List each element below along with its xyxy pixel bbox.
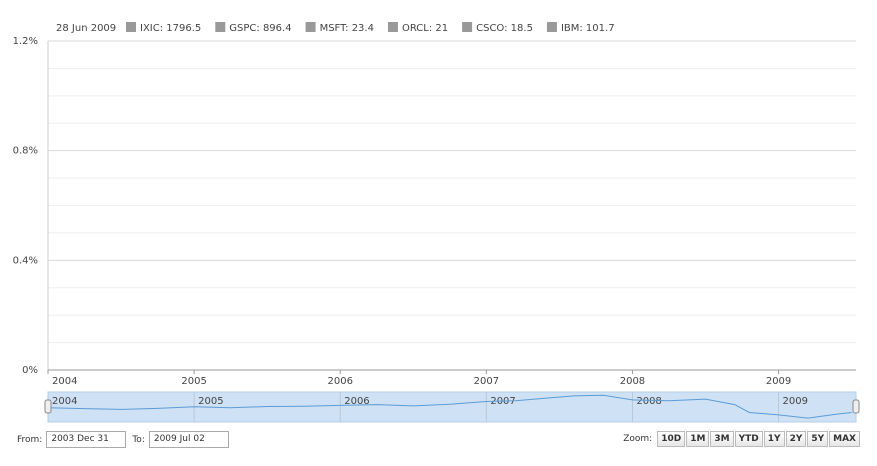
chart: 28 Jun 2009 IXIC: 1796.5 GSPC: 896.4 MSFT: … xyxy=(13,22,860,423)
y-tick-label: 1.2% xyxy=(13,36,38,47)
zoom-button[interactable]: 2Y xyxy=(785,431,807,447)
legend-swatch xyxy=(305,22,316,32)
navigator-tick-label: 2005 xyxy=(198,396,223,407)
zoom-label: Zoom: xyxy=(623,434,653,444)
legend-date: 28 Jun 2009 xyxy=(56,23,116,34)
x-tick-label: 2008 xyxy=(620,376,645,387)
zoom-button[interactable]: 1M xyxy=(686,431,710,447)
from-label: From: xyxy=(17,434,43,445)
y-tick-label: 0.8% xyxy=(13,146,38,157)
x-tick-label: 2004 xyxy=(52,376,77,387)
y-tick-label: 0.4% xyxy=(13,255,38,266)
x-tick-label: 2005 xyxy=(181,376,206,387)
legend-label: IXIC: 1796.5 xyxy=(140,23,201,34)
zoom-button[interactable]: 1Y xyxy=(763,431,785,447)
legend-swatch xyxy=(387,22,398,32)
y-tick-label: 0% xyxy=(22,365,38,376)
x-tick-label: 2009 xyxy=(766,376,791,387)
navigator-tick-label: 2006 xyxy=(344,396,369,407)
legend-label: IBM: 101.7 xyxy=(561,23,615,34)
to-input[interactable]: 2009 Jul 02 xyxy=(148,431,229,448)
x-tick-label: 2007 xyxy=(474,376,499,387)
navigator-handle[interactable] xyxy=(44,399,52,414)
zoom-controls: Zoom: 10D 1M 3M YTD 1Y 2Y 5Y MAX xyxy=(623,431,860,447)
zoom-button[interactable]: MAX xyxy=(829,431,860,447)
legend-swatch xyxy=(215,22,226,32)
range-inputs: From: 2003 Dec 31 To: 2009 Jul 02 xyxy=(17,431,229,448)
navigator-tick-label: 2004 xyxy=(52,396,77,407)
navigator-line xyxy=(47,394,852,419)
x-tick-label: 2006 xyxy=(327,376,352,387)
legend-label: MSFT: 23.4 xyxy=(320,23,374,34)
legend-swatch xyxy=(462,22,473,32)
zoom-button[interactable]: 10D xyxy=(657,431,686,447)
zoom-button[interactable]: YTD xyxy=(734,431,763,447)
legend-label: CSCO: 18.5 xyxy=(476,23,533,34)
legend-label: ORCL: 21 xyxy=(402,23,448,34)
navigator-tick-label: 2009 xyxy=(783,396,808,407)
to-label: To: xyxy=(132,434,145,445)
legend-swatch xyxy=(546,22,557,32)
navigator-background xyxy=(47,391,857,423)
zoom-button[interactable]: 3M xyxy=(710,431,734,447)
legend-swatch xyxy=(126,22,136,32)
legend-label: GSPC: 896.4 xyxy=(229,23,291,34)
navigator-tick-label: 2008 xyxy=(636,396,661,407)
zoom-button[interactable]: 5Y xyxy=(807,431,829,447)
navigator-handle[interactable] xyxy=(852,399,860,414)
from-input[interactable]: 2003 Dec 31 xyxy=(46,431,127,448)
